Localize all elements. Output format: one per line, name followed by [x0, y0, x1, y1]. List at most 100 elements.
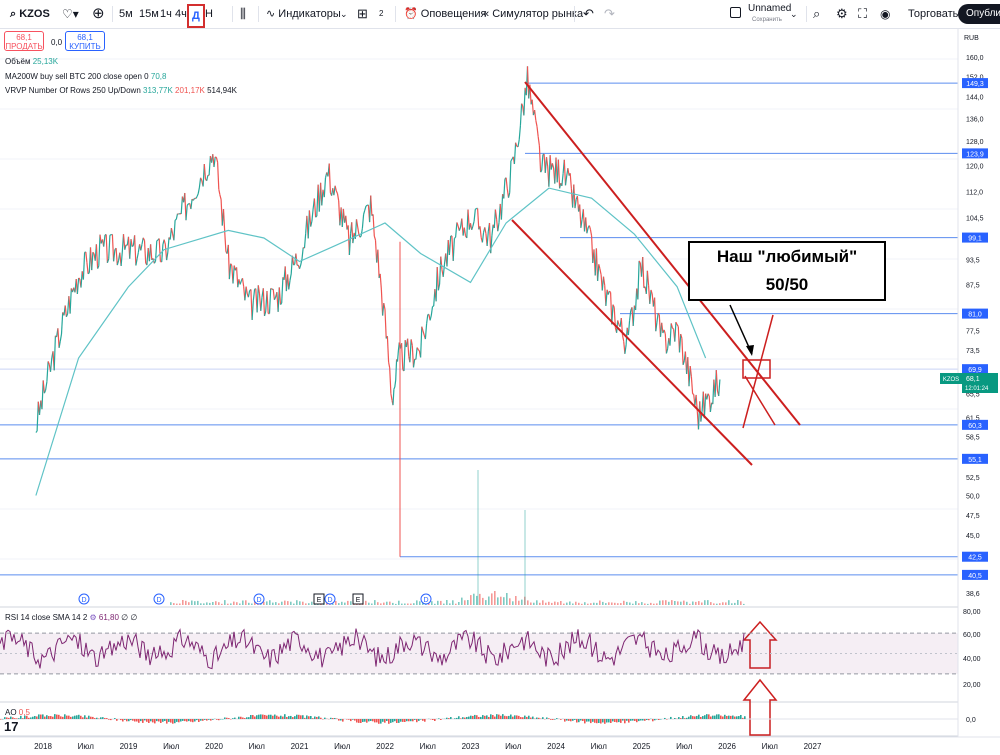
alerts-button[interactable]: ⏰ Оповещения — [404, 0, 486, 28]
interval-5m[interactable]: 5м — [119, 8, 133, 20]
ao-bar — [568, 719, 570, 721]
price-candle-segment — [124, 244, 127, 250]
volume-bar — [437, 600, 439, 605]
price-candle-segment — [351, 222, 354, 244]
price-candle-segment — [541, 154, 544, 171]
candles-icon[interactable]: ⫼ — [240, 6, 246, 21]
ao-bar — [28, 717, 30, 719]
layouts-icon[interactable]: ⊞ — [357, 6, 368, 21]
price-candle-segment — [670, 323, 673, 328]
replay-button[interactable]: « Симулятор рынка — [483, 0, 583, 28]
ao-bar — [318, 716, 320, 719]
ao-bar — [304, 717, 306, 719]
ao-bar — [726, 715, 728, 719]
ao-bar — [616, 719, 618, 723]
vrvp-legend[interactable]: VRVP Number Of Rows 250 Up/Down 313,77K … — [5, 86, 237, 95]
sell-button[interactable]: 68,1 ПРОДАТЬ — [4, 31, 44, 51]
time-axis[interactable]: 2018 Июл 2019 Июл 2020 Июл 2021 Июл 2022 Июл 2023 И… — [0, 736, 1000, 755]
interval-week[interactable]: Н — [205, 8, 213, 20]
ao-bar — [680, 718, 682, 719]
ao-legend[interactable]: AO 0,5 — [5, 708, 30, 717]
ao-bar — [18, 718, 20, 719]
ao-bar — [536, 717, 538, 720]
interval-day-active[interactable]: Д — [187, 4, 205, 28]
level-price-tag — [962, 232, 988, 243]
volume-legend[interactable]: Объём 25,13K — [5, 57, 58, 66]
price-candle-segment — [549, 155, 552, 170]
interval-15m[interactable]: 15м — [139, 8, 159, 20]
add-symbol-icon[interactable]: ⊕ — [92, 5, 105, 22]
indicators-button[interactable]: ∿ Индикаторы — [266, 0, 341, 28]
horizontal-levels[interactable] — [0, 29, 1000, 755]
layout-dropdown-icon[interactable]: ⌄ — [790, 9, 798, 19]
level-price-tag — [962, 364, 988, 375]
volume-bar — [572, 603, 574, 605]
ao-bar — [482, 715, 484, 719]
volume-bar — [674, 601, 676, 605]
price-candle-segment — [573, 184, 576, 209]
price-candle-segment — [266, 291, 269, 314]
gear-icon[interactable]: ⚙ — [836, 6, 848, 21]
price-candle-segment — [76, 277, 80, 295]
undo-icon[interactable]: ↶ — [583, 6, 594, 21]
ao-bar — [456, 717, 458, 720]
volume-bar — [449, 603, 451, 605]
ao-bar — [546, 717, 548, 719]
price-candle-segment — [263, 311, 267, 317]
price-candle-segment — [680, 333, 683, 339]
layout-name[interactable]: Unnamed — [748, 3, 792, 14]
annotation-box[interactable]: Наш "любимый" 50/50 — [688, 241, 886, 301]
level-price-tag — [962, 78, 988, 89]
price-candle-segment — [134, 235, 137, 266]
rsi-legend[interactable]: RSI 14 close SMA 14 2 ⚙ 61,80 ∅ ∅ — [5, 613, 137, 622]
time-tick: Июл — [334, 742, 351, 751]
drawings[interactable] — [511, 81, 801, 736]
trade-button[interactable]: Торговать — [908, 8, 959, 20]
favorites-icon[interactable]: ♡▾ — [62, 7, 79, 21]
volume-bar — [275, 602, 277, 605]
volume-bar — [719, 603, 721, 605]
price-candle-segment — [429, 315, 432, 321]
ao-bar — [316, 716, 318, 720]
volume-bar — [473, 593, 475, 605]
ao-bar — [432, 719, 434, 720]
interval-4h[interactable]: 4ч — [175, 8, 187, 20]
price-candle-segment — [345, 215, 348, 230]
price-candle-segment — [136, 252, 139, 259]
layout-icon[interactable] — [730, 7, 741, 18]
redo-icon[interactable]: ↷ — [604, 6, 615, 21]
volume-bar — [497, 597, 499, 605]
volume-bar — [632, 603, 634, 605]
ao-bar — [168, 719, 170, 722]
price-candle-segment — [57, 328, 60, 348]
fullscreen-icon[interactable]: ⛶ — [858, 6, 868, 21]
ao-bar — [202, 719, 204, 721]
ao-bar — [360, 719, 362, 723]
ma-legend[interactable]: MA200W buy sell BTC 200 close open 0 70,… — [5, 72, 166, 81]
ao-bar — [494, 716, 496, 719]
buy-button[interactable]: 68,1 КУПИТЬ — [65, 31, 105, 51]
volume-bar — [443, 603, 445, 605]
volume-bar — [227, 603, 229, 605]
interval-1h[interactable]: 1ч — [160, 8, 172, 20]
price-candle-segment — [491, 224, 494, 236]
indicators-dropdown-icon[interactable]: ⌄ — [340, 9, 348, 19]
ao-bar — [128, 719, 130, 722]
dividend-marker — [420, 593, 432, 605]
volume-bar — [608, 602, 610, 605]
volume-bar — [575, 601, 577, 605]
price-candle-segment — [311, 209, 314, 222]
price-candle-segment — [224, 231, 227, 252]
symbol-search[interactable]: ⌕ KZOS — [10, 0, 50, 28]
price-axis[interactable]: RUB 160,0 152,0 144,0 136,0 128,0 120,0 112,0 10… — [940, 29, 1000, 755]
ao-bar — [174, 719, 176, 724]
camera-icon[interactable]: ◉ — [880, 7, 891, 21]
publish-button[interactable]: Опубликовать — [958, 4, 1000, 24]
ao-bar — [490, 714, 492, 720]
price-candle-segment — [709, 402, 713, 412]
search-chart-icon[interactable]: ⌕ — [813, 6, 821, 21]
top-toolbar: ⌕ KZOS ♡▾ ⊕ 5м 15м 1ч 4ч Д Н ⫼ ∿ Индикат… — [0, 0, 1000, 29]
ao-bar — [604, 719, 606, 724]
